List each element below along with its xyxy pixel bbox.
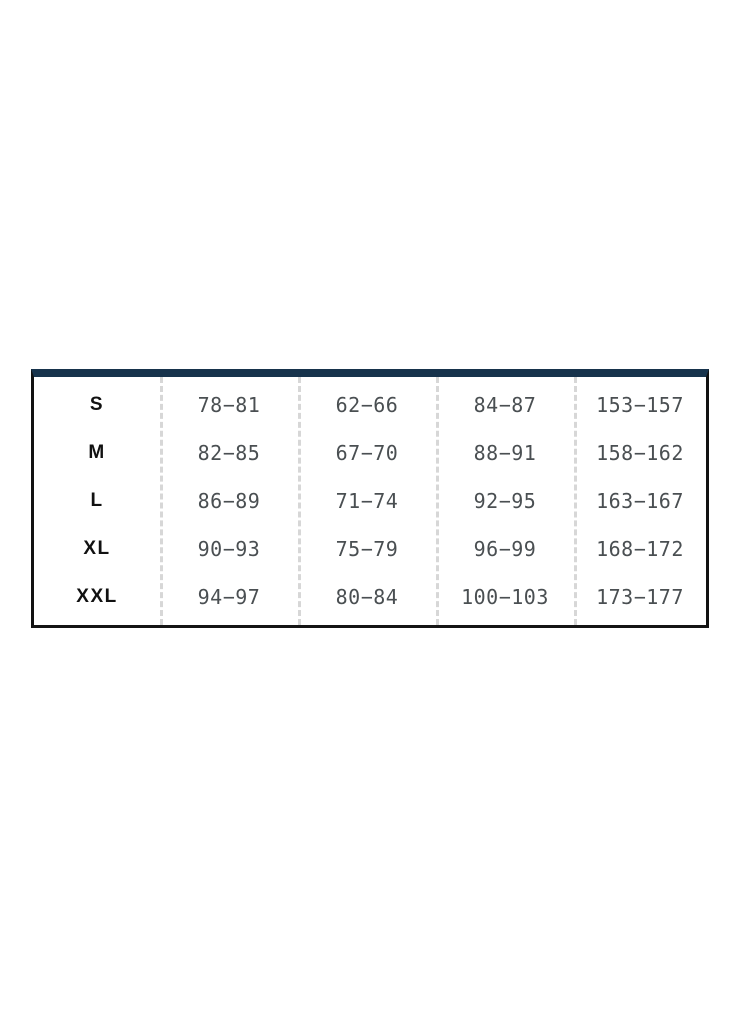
measure-cell: 78−81 [197, 393, 261, 417]
size-chart-body: S 78−81 62−66 84−87 153−157 M 82−85 67−7… [34, 377, 706, 625]
size-label: S [89, 394, 105, 415]
measure-cell: 153−157 [596, 393, 684, 417]
measure-cell: 82−85 [197, 441, 261, 465]
measure-cell: 80−84 [335, 585, 399, 609]
table-row: XL 90−93 75−79 96−99 168−172 [34, 525, 706, 573]
measure-cell: 67−70 [335, 441, 399, 465]
measure-cell: 75−79 [335, 537, 399, 561]
measure-cell: 84−87 [473, 393, 537, 417]
table-row: XXL 94−97 80−84 100−103 173−177 [34, 573, 706, 625]
measure-cell: 86−89 [197, 489, 261, 513]
size-label: XL [83, 538, 111, 559]
measure-cell: 90−93 [197, 537, 261, 561]
table-row: S 78−81 62−66 84−87 153−157 [34, 377, 706, 429]
measure-cell: 173−177 [596, 585, 684, 609]
measure-cell: 163−167 [596, 489, 684, 513]
measure-cell: 88−91 [473, 441, 537, 465]
measure-cell: 62−66 [335, 393, 399, 417]
measure-cell: 168−172 [596, 537, 684, 561]
measurements-table: S 78−81 62−66 84−87 153−157 M 82−85 67−7… [34, 377, 706, 625]
size-label: M [88, 442, 106, 463]
measure-cell: 92−95 [473, 489, 537, 513]
size-chart-table: S 78−81 62−66 84−87 153−157 M 82−85 67−7… [31, 369, 709, 628]
table-row: L 86−89 71−74 92−95 163−167 [34, 477, 706, 525]
measure-cell: 100−103 [461, 585, 549, 609]
size-label: XXL [76, 586, 118, 607]
measure-cell: 71−74 [335, 489, 399, 513]
measure-cell: 96−99 [473, 537, 537, 561]
table-row: M 82−85 67−70 88−91 158−162 [34, 429, 706, 477]
measure-cell: 94−97 [197, 585, 261, 609]
measure-cell: 158−162 [596, 441, 684, 465]
size-label: L [90, 490, 104, 511]
